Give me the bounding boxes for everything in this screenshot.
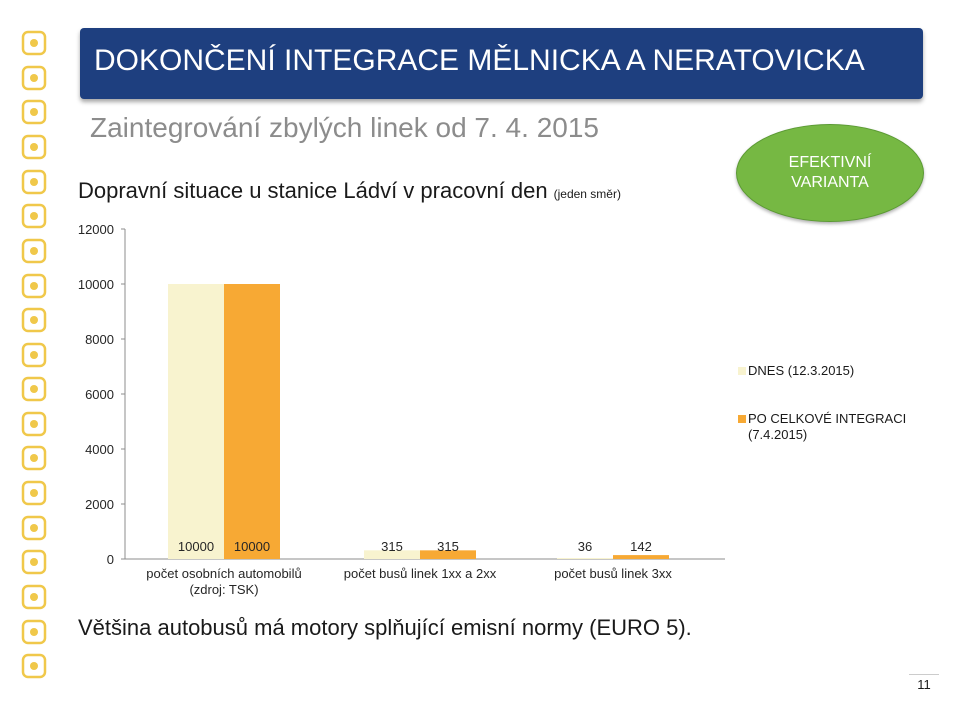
bar	[557, 558, 613, 559]
y-tick-label: 2000	[85, 497, 114, 512]
variant-badge: EFEKTIVNÍ VARIANTA	[736, 124, 924, 222]
timetable-icon	[18, 339, 50, 371]
data-label: 315	[381, 539, 403, 554]
data-label: 10000	[234, 539, 270, 554]
x-tick-label: počet osobních automobilů	[146, 566, 301, 581]
page-subtitle: Zaintegrování zbylých linek od 7. 4. 201…	[90, 112, 599, 143]
data-label: 10000	[178, 539, 214, 554]
legend-swatch	[738, 367, 746, 375]
data-label: 315	[437, 539, 459, 554]
y-tick-label: 6000	[85, 387, 114, 402]
variant-badge-label: EFEKTIVNÍ VARIANTA	[788, 154, 872, 191]
bar	[168, 284, 224, 559]
tram-pointer-icon	[18, 62, 50, 94]
data-label: 142	[630, 539, 652, 554]
escalator-icon	[18, 477, 50, 509]
bus-stop-icon	[18, 131, 50, 163]
ferry-icon	[18, 270, 50, 302]
legend-label: PO CELKOVÉ INTEGRACI	[748, 411, 906, 426]
chart-title-text: Dopravní situace u stanice Ládví v praco…	[78, 178, 548, 203]
chart-title: Dopravní situace u stanice Ládví v praco…	[78, 178, 621, 204]
x-tick-label: počet busů linek 1xx a 2xx	[344, 566, 497, 581]
anchor-icon	[18, 235, 50, 267]
pid-logo-icon	[18, 27, 50, 59]
y-tick-label: 4000	[85, 442, 114, 457]
data-label: 36	[578, 539, 592, 554]
family-icon	[18, 442, 50, 474]
title-bar: DOKONČENÍ INTEGRACE MĚLNICKA A NERATOVIC…	[80, 28, 923, 99]
dog-icon	[18, 616, 50, 648]
chart-title-note: (jeden směr)	[553, 187, 621, 201]
x-tick-label: počet busů linek 3xx	[554, 566, 672, 581]
page-title: DOKONČENÍ INTEGRACE MĚLNICKA A NERATOVIC…	[94, 44, 865, 77]
bar	[224, 284, 280, 559]
stroller-icon	[18, 546, 50, 578]
bar	[364, 550, 420, 559]
footer-note: Většina autobusů má motory splňující emi…	[78, 615, 692, 640]
x-tick-label: (zdroj: TSK)	[189, 582, 258, 597]
mobile-icon	[18, 373, 50, 405]
y-tick-label: 12000	[78, 222, 114, 237]
train-icon	[18, 200, 50, 232]
legend-label: DNES (12.3.2015)	[748, 363, 854, 378]
y-tick-label: 8000	[85, 332, 114, 347]
bar	[420, 550, 476, 559]
page-number: 11	[909, 674, 939, 697]
airplane-icon	[18, 512, 50, 544]
bicycle-icon	[18, 581, 50, 613]
metro-icon	[18, 166, 50, 198]
footsteps-icon	[18, 650, 50, 682]
y-tick-label: 10000	[78, 277, 114, 292]
legend-swatch	[738, 415, 746, 423]
legend-label: (7.4.2015)	[748, 427, 807, 442]
ticket-icon	[18, 304, 50, 336]
wheelchair-icon	[18, 408, 50, 440]
bar	[613, 555, 669, 559]
sidebar	[0, 0, 68, 721]
y-tick-label: 0	[107, 552, 114, 567]
tram-icon	[18, 96, 50, 128]
